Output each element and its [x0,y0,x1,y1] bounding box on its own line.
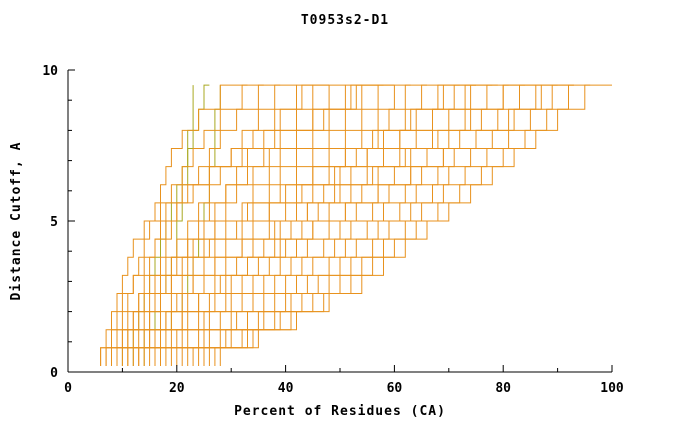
x-tick-label: 20 [169,381,185,396]
chart-title: T0953s2-D1 [301,13,389,28]
model-curve-model-20 [187,84,509,366]
model-curve-model-21 [192,84,525,366]
model-curve-model-09 [127,84,330,366]
model-curve-model-32 [105,84,330,366]
model-curve-model-11 [138,84,362,366]
tick-labels: 0 20 40 60 80 100 0 5 10 [42,64,624,396]
x-tick-label: 80 [495,381,511,396]
model-curve-model-33 [111,84,384,366]
model-curve-model-15 [160,84,427,366]
model-curve-model-31 [154,84,574,366]
model-curve-model-05 [105,84,264,366]
model-curve-model-26 [219,84,612,366]
x-tick-label: 0 [64,381,72,396]
y-tick-label: 0 [50,366,58,381]
model-curve-model-28 [116,84,476,366]
model-curve-model-12 [143,84,379,366]
x-tick-label: 60 [387,381,403,396]
model-curve-model-25 [214,84,591,366]
model-curve-model-18 [176,84,476,366]
x-tick-label: 100 [600,381,624,396]
x-tick-label: 40 [278,381,294,396]
model-curve-model-13 [149,84,395,366]
model-curve-model-08 [121,84,313,366]
model-curve-model-30 [138,84,536,366]
model-curve-model-10 [132,84,346,366]
model-curves [100,84,612,366]
y-tick-label: 5 [50,215,58,230]
x-axis-label: Percent of Residues (CA) [234,404,446,419]
axes [67,69,613,373]
model-curve-model-19 [181,84,493,366]
y-axis-label: Distance Cutoff, A [9,142,24,301]
model-curve-model-23 [203,84,558,366]
model-curve-model-22 [198,84,542,366]
y-tick-label: 10 [42,64,58,79]
model-curve-model-16 [165,84,444,366]
model-curve-model-06 [111,84,281,366]
model-curve-model-01 [132,85,194,366]
